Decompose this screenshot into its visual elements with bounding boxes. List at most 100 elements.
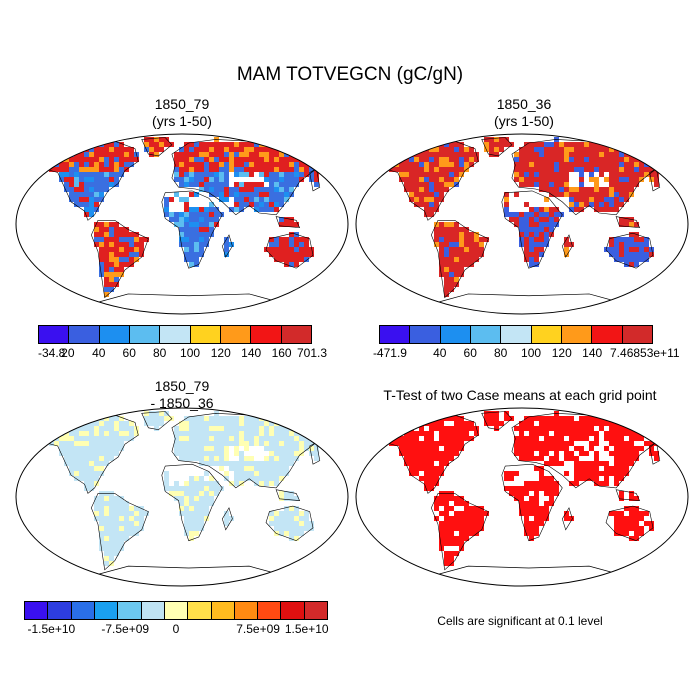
- colorbar-tick-label: 100: [180, 346, 201, 360]
- colorbar-tick-label: 0: [172, 622, 180, 636]
- map-panel-difference: [15, 407, 349, 587]
- colorbar-swatch: [39, 326, 70, 343]
- coastline: [430, 493, 489, 571]
- colorbar-tick-label: -34.8: [38, 346, 66, 360]
- colorbar-swatch: [129, 326, 161, 343]
- map-border: [15, 133, 349, 315]
- antarctica-coastline: [94, 293, 283, 304]
- coastline: [221, 507, 233, 531]
- colorbar-swatch: [592, 326, 623, 343]
- colorbar-tick-label: 120: [551, 346, 572, 360]
- colorbar-tick-label: 20: [61, 346, 75, 360]
- map-border: [15, 407, 349, 587]
- colorbar-tick-label: 120: [210, 346, 231, 360]
- colorbar-swatch: [251, 326, 282, 343]
- significance-note: Cells are significant at 0.1 level: [437, 614, 603, 628]
- map-panel-ttest: [355, 407, 689, 587]
- map-panel-1850-36: [355, 133, 689, 315]
- antarctica-coastline: [94, 565, 283, 576]
- colorbar-panel-3: [24, 601, 328, 620]
- colorbar-tick-label: 80: [152, 346, 167, 360]
- colorbar-tick-label: 7.5e+09: [236, 622, 280, 636]
- colorbar-panel-1-labels: -34.8 20 40 60 80 100 120 140 160 701.3: [38, 346, 327, 362]
- figure-title: MAM TOTVEGCN (gC/gN): [236, 64, 464, 85]
- coastline: [561, 234, 573, 258]
- colorbar-panel-3-labels: -1.5e+10 -7.5e+09 0 7.5e+09 1.5e+10: [24, 622, 329, 638]
- coastline: [481, 137, 513, 157]
- panel-3-title: 1850_79 - 1850_36: [82, 378, 282, 412]
- colorbar-swatch: [99, 326, 130, 343]
- map-border: [355, 133, 689, 315]
- coastline: [275, 216, 301, 229]
- coastline: [265, 232, 314, 269]
- colorbar-swatch: [25, 602, 49, 619]
- panel-3-title-line2: - 1850_36: [150, 395, 214, 411]
- colorbar-tick-label: 140: [241, 346, 262, 360]
- colorbar-tick-label: -1.5e+10: [27, 622, 76, 636]
- colorbar-tick-label: 60: [463, 346, 477, 360]
- coastline: [501, 463, 563, 542]
- coastline: [221, 234, 233, 258]
- colorbar-swatch: [304, 602, 328, 619]
- coastline: [265, 505, 314, 542]
- colorbar-tick-label: 80: [493, 346, 508, 360]
- colorbar-swatch: [281, 326, 311, 343]
- coastline: [605, 232, 654, 269]
- colorbar-swatch: [211, 602, 235, 619]
- coastline: [141, 137, 173, 157]
- colorbar-panel-2-labels: -471.9 40 60 80 100 120 140 7.46853e+11: [373, 346, 680, 362]
- colorbar-swatch: [94, 602, 119, 619]
- colorbar-swatch: [410, 326, 441, 343]
- coastline: [90, 220, 149, 299]
- colorbar-swatch: [160, 326, 191, 343]
- panel-2-title-line2: (yrs 1-50): [494, 113, 554, 129]
- map-cells: [377, 137, 668, 304]
- panel-1-title-line1: 1850_79: [154, 96, 210, 112]
- coastline: [615, 216, 641, 229]
- colorbar-swatch: [190, 326, 221, 343]
- map-border: [355, 407, 689, 587]
- panel-4-title: T-Test of two Case means at each grid po…: [350, 387, 690, 404]
- colorbar-swatch: [470, 326, 502, 343]
- colorbar-tick-label: -7.5e+09: [101, 622, 150, 636]
- colorbar-tick-label: 40: [92, 346, 106, 360]
- coastline: [141, 411, 173, 431]
- map-cells: [377, 411, 668, 576]
- colorbar-swatch: [141, 602, 165, 619]
- colorbar-swatch: [440, 326, 471, 343]
- coastline: [605, 505, 654, 542]
- panel-1-title-line2: (yrs 1-50): [152, 113, 212, 129]
- map-cells: [37, 137, 328, 304]
- coastline: [161, 190, 223, 269]
- colorbar-swatch: [69, 326, 100, 343]
- colorbar-swatch: [164, 602, 189, 619]
- colorbar-swatch: [281, 602, 305, 619]
- colorbar-swatch: [380, 326, 411, 343]
- colorbar-swatch: [71, 602, 95, 619]
- coastline: [275, 489, 301, 501]
- coastline: [161, 463, 223, 542]
- colorbar-tick-label: 1.5e+10: [284, 622, 329, 636]
- colorbar-swatch: [118, 602, 142, 619]
- map-cells: [37, 411, 328, 576]
- colorbar-swatch: [234, 602, 259, 619]
- antarctica-coastline: [434, 293, 623, 304]
- colorbar-tick-label: 160: [271, 346, 292, 360]
- colorbar-tick-label: -471.9: [372, 346, 407, 360]
- colorbar-panel-2: [379, 325, 653, 344]
- colorbar-swatch: [258, 602, 282, 619]
- colorbar-swatch: [220, 326, 252, 343]
- colorbar-tick-label: 40: [433, 346, 447, 360]
- colorbar-swatch: [622, 326, 652, 343]
- colorbar-tick-label: 60: [122, 346, 136, 360]
- colorbar-tick-label: 7.46853e+11: [610, 346, 680, 360]
- colorbar-swatch: [188, 602, 212, 619]
- panel-4-title-line1: T-Test of two Case means at each grid po…: [383, 387, 657, 403]
- coastline: [430, 220, 489, 299]
- colorbar-panel-1: [38, 325, 312, 344]
- colorbar-swatch: [531, 326, 562, 343]
- coastline: [90, 493, 149, 571]
- coastline: [561, 507, 573, 531]
- panel-1-title: 1850_79 (yrs 1-50): [82, 96, 282, 130]
- panel-2-title: 1850_36 (yrs 1-50): [424, 96, 624, 130]
